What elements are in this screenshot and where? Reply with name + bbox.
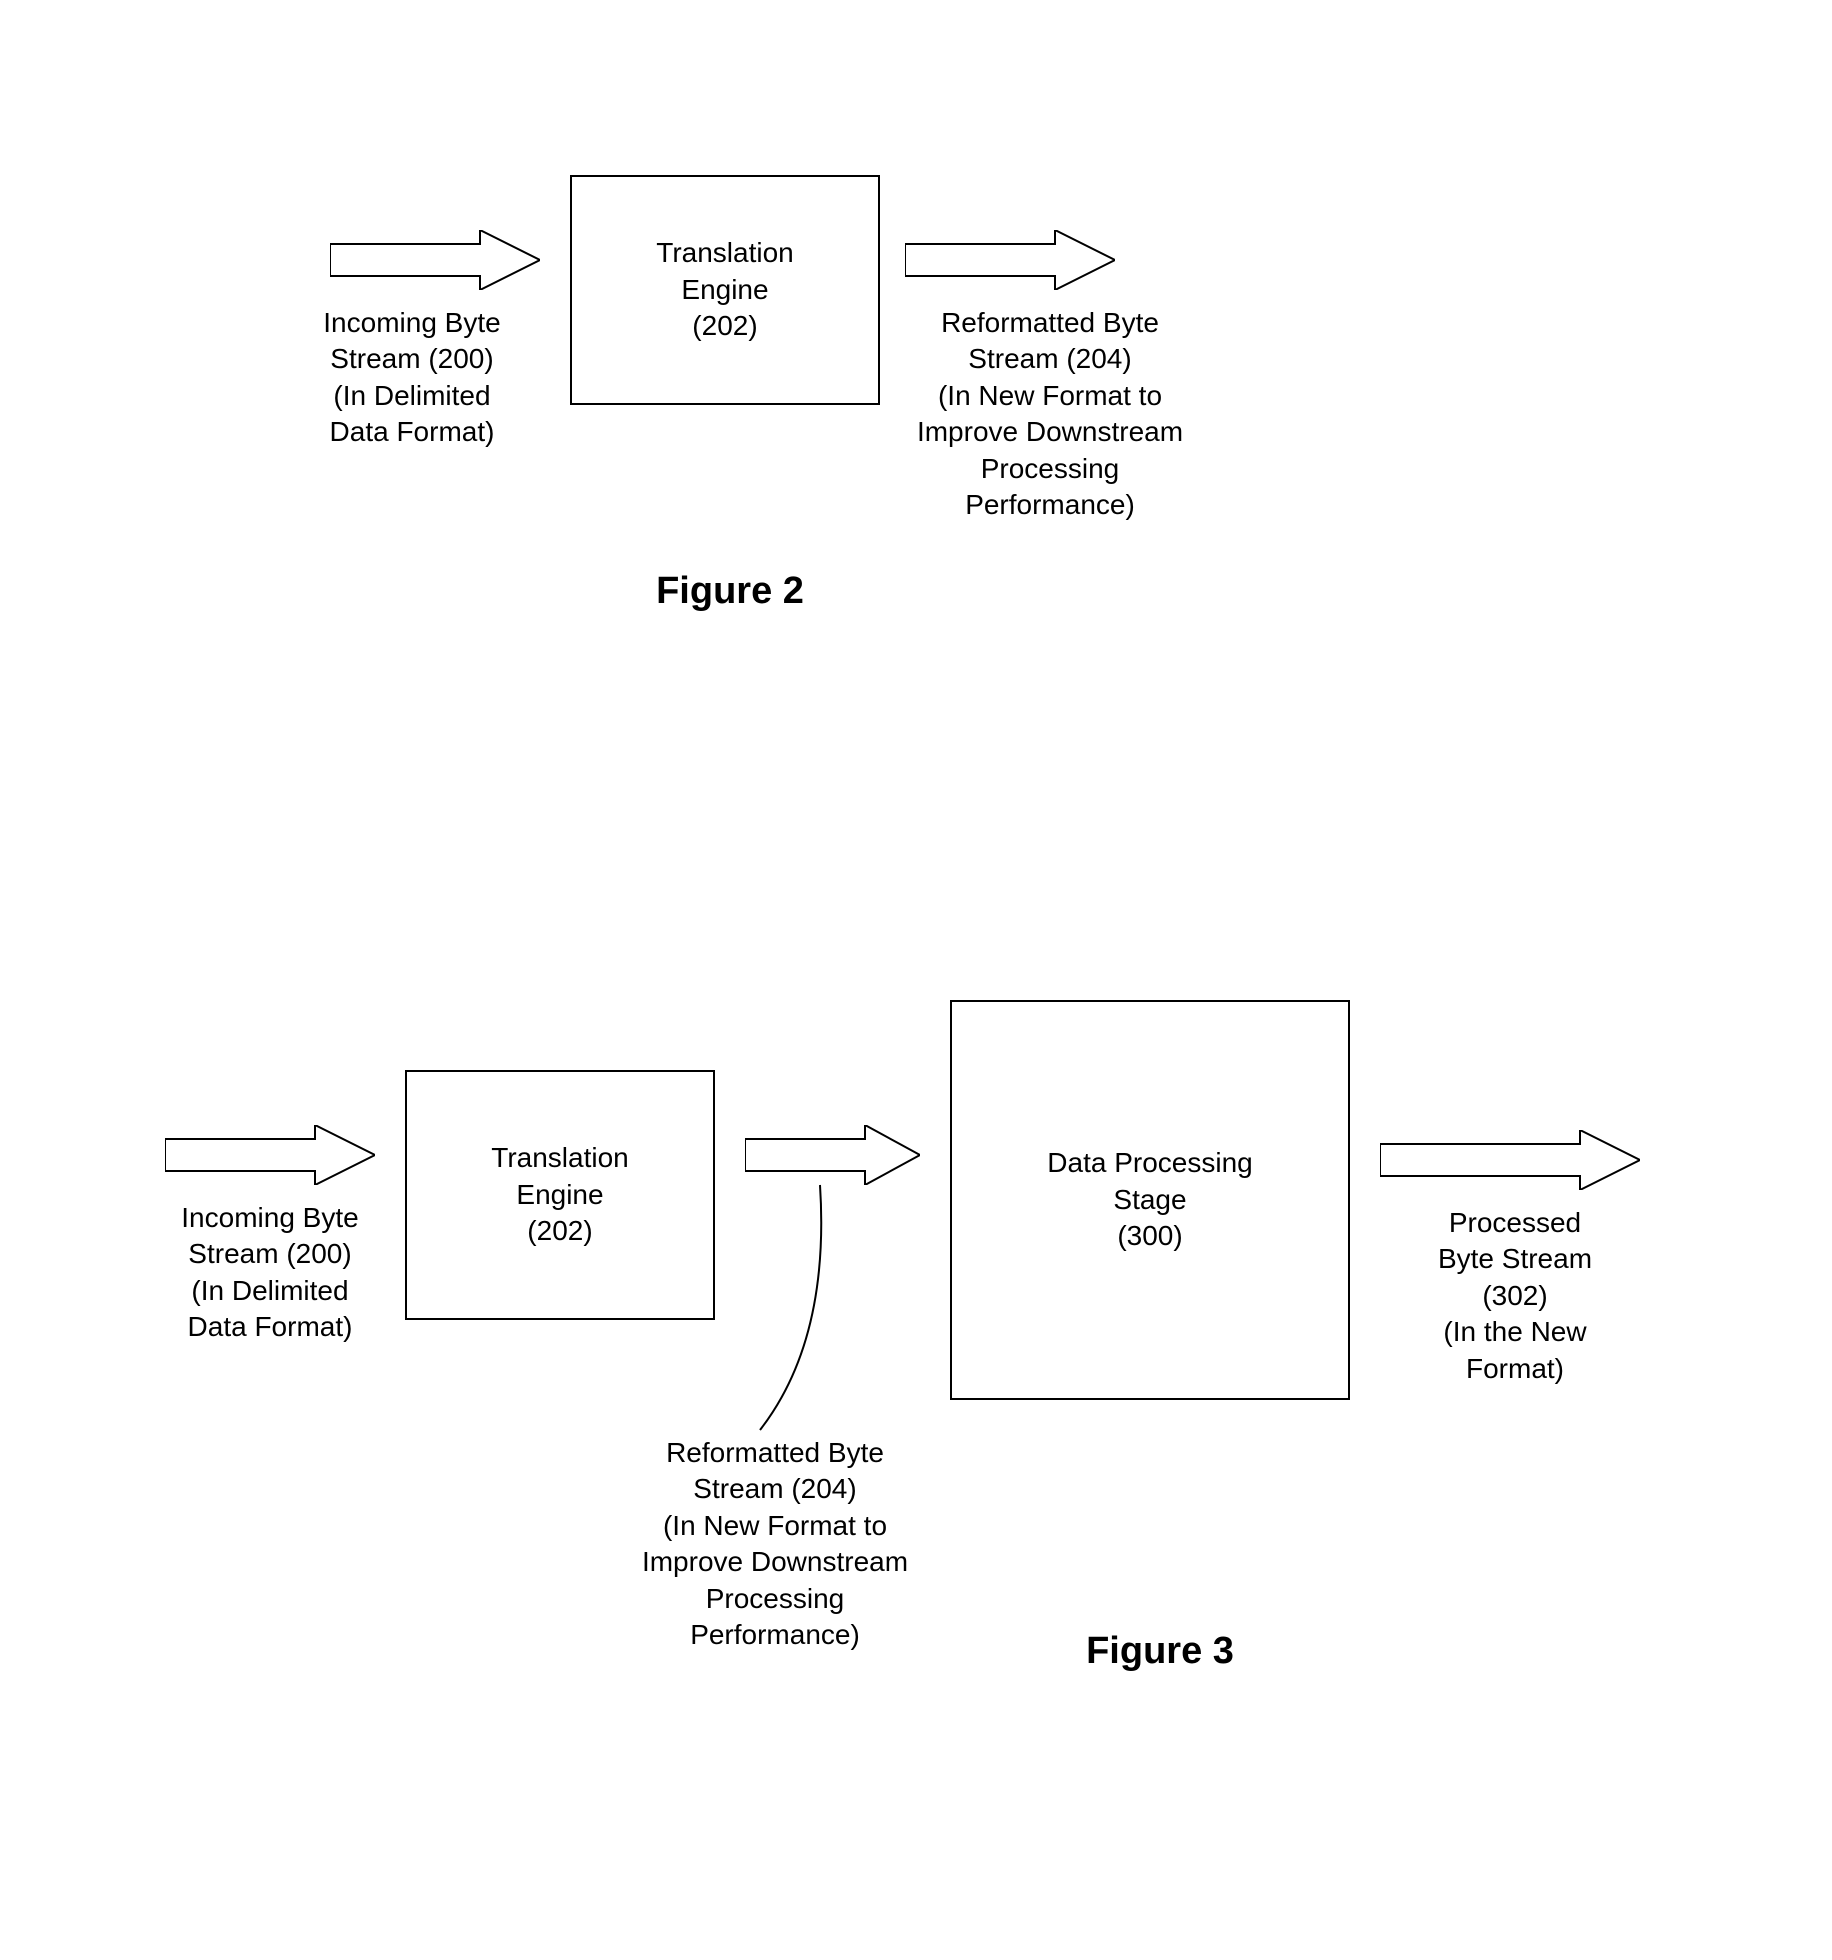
fig3-title: Figure 3 xyxy=(1030,1630,1290,1673)
diagram-container: Incoming ByteStream (200)(In DelimitedDa… xyxy=(0,0,1832,1960)
fig3-data-processing-text: Data ProcessingStage(300) xyxy=(1047,1145,1252,1254)
fig3-data-processing-box: Data ProcessingStage(300) xyxy=(950,1000,1350,1400)
fig3-callout-curve xyxy=(0,0,1832,1960)
fig3-callout-label: Reformatted ByteStream (204)(In New Form… xyxy=(615,1435,935,1653)
fig3-arrow-outgoing-label: ProcessedByte Stream(302)(In the NewForm… xyxy=(1400,1205,1630,1387)
fig3-arrow-outgoing xyxy=(1380,1130,1640,1190)
